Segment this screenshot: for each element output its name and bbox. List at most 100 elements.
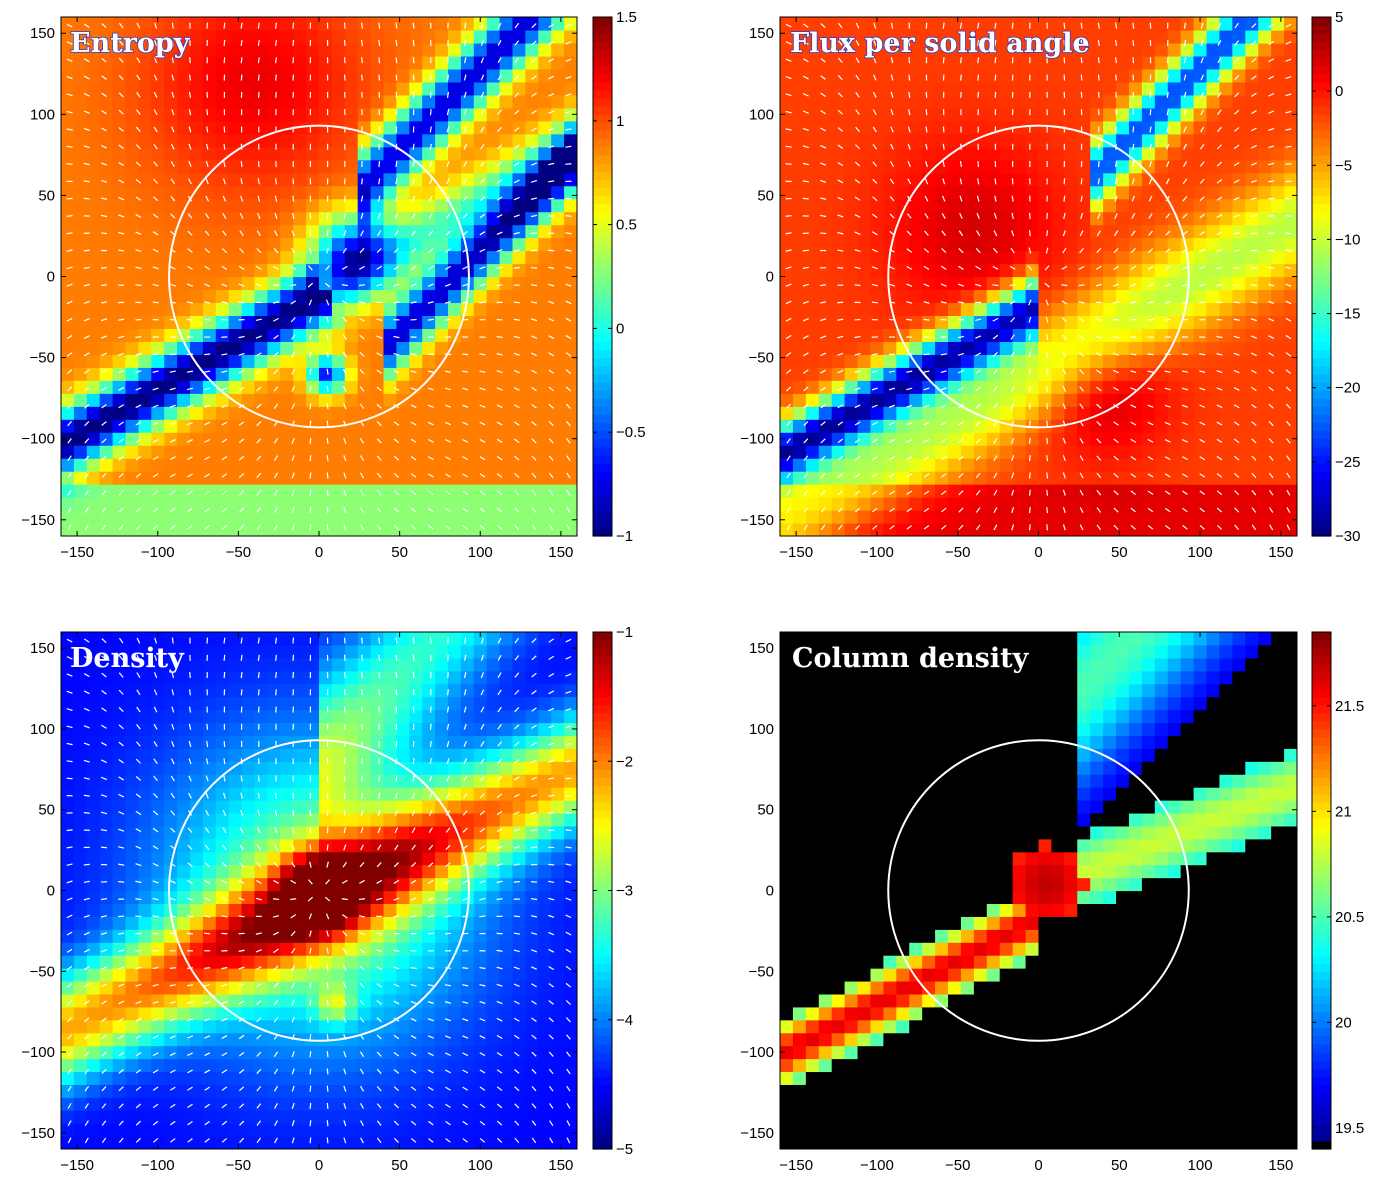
y-tick-label: −50 — [30, 963, 55, 980]
y-tick-label: 100 — [749, 721, 774, 738]
y-tick-label: 100 — [30, 721, 55, 738]
panel-3: −150 −100 −50 0 50 100 150 −150 −100 −50 0 50 100 150… — [21, 624, 633, 1174]
colorbar-tick-label: 0 — [1335, 83, 1343, 100]
axis-ticks: −150 −100 −50 0 50 100 150 −150 −100 −50 0 50 100 150 — [21, 17, 577, 561]
colorbar-tick-label: 21.5 — [1335, 698, 1364, 715]
colorbar-tick-label: −3 — [616, 883, 633, 900]
x-tick-label: 0 — [1034, 544, 1042, 561]
x-tick-label: 100 — [1188, 1157, 1213, 1174]
x-tick-label: 150 — [548, 1157, 573, 1174]
colorbar: −5 −4 −3 −2 −1 — [592, 624, 633, 1158]
x-tick-label: −150 — [60, 1157, 94, 1174]
x-tick-label: 0 — [315, 1157, 323, 1174]
colorbar-tick-label: −0.5 — [616, 424, 646, 441]
x-tick-label: −150 — [60, 544, 94, 561]
reference-circle — [168, 739, 470, 1042]
y-tick-label: −50 — [749, 963, 774, 980]
colorbar-tick-label: 21 — [1335, 803, 1352, 820]
y-tick-label: 0 — [766, 883, 774, 900]
x-tick-label: 100 — [1188, 544, 1213, 561]
y-tick-label: 150 — [749, 25, 774, 42]
heatmap — [61, 17, 577, 536]
y-tick-label: −150 — [21, 512, 55, 529]
x-tick-label: −50 — [945, 1157, 970, 1174]
colorbar-tick-label: −4 — [616, 1012, 633, 1029]
heatmap — [780, 17, 1297, 536]
heatmap — [61, 632, 577, 1149]
y-tick-label: −150 — [21, 1125, 55, 1142]
colorbar-tick-label: −10 — [1335, 231, 1360, 248]
panel-2: −150 −100 −50 0 50 100 150−150−100−50050100150… — [740, 9, 1360, 561]
colorbar: −30 −25 −20 −15 −10 −5 0 5 — [1311, 9, 1360, 545]
colorbar-tick-label: −15 — [1335, 306, 1360, 323]
colorbar-tick-label: −5 — [1335, 157, 1352, 174]
x-tick-label: 50 — [1111, 1157, 1128, 1174]
colorbar-tick-label: −1 — [616, 624, 633, 641]
x-tick-label: −50 — [945, 544, 970, 561]
panel-title: Column density — [792, 643, 1030, 674]
y-tick-label: 100 — [30, 106, 55, 123]
y-tick-label: 50 — [757, 187, 774, 204]
reference-circle — [887, 739, 1190, 1042]
x-tick-label: −150 — [779, 1157, 813, 1174]
y-tick-label: 50 — [38, 802, 55, 819]
x-tick-label: 150 — [1268, 544, 1293, 561]
y-tick-label: −100 — [740, 1044, 774, 1061]
x-tick-label: 0 — [1034, 1157, 1042, 1174]
x-tick-label: −100 — [860, 544, 894, 561]
colorbar-tick-label: 19.5 — [1335, 1120, 1364, 1137]
y-tick-label: 150 — [30, 25, 55, 42]
colorbar-tick-label: 1.5 — [616, 9, 637, 26]
y-tick-label: −150 — [740, 512, 774, 529]
colorbar: −1 −0.5 0 0.5 1 1.5 — [592, 9, 646, 545]
colorbar-tick-label: 20 — [1335, 1014, 1352, 1031]
x-tick-label: 0 — [315, 544, 323, 561]
x-tick-label: 100 — [468, 544, 493, 561]
x-tick-label: 50 — [391, 1157, 408, 1174]
colorbar-tick-label: −5 — [616, 1141, 633, 1158]
x-tick-label: −50 — [226, 544, 251, 561]
y-tick-label: 0 — [766, 269, 774, 286]
colorbar-tick-label: −25 — [1335, 454, 1360, 471]
x-tick-label: 150 — [1268, 1157, 1293, 1174]
x-tick-label: −150 — [779, 544, 813, 561]
colorbar-tick-label: 1 — [616, 113, 624, 130]
colorbar-tick-label: −30 — [1335, 528, 1360, 545]
y-tick-label: −100 — [21, 1044, 55, 1061]
x-tick-label: 50 — [1111, 544, 1128, 561]
velocity-arrows — [785, 22, 1292, 531]
y-tick-label: −150 — [740, 1125, 774, 1142]
colorbar-tick-label: 5 — [1335, 9, 1343, 26]
heatmap — [780, 632, 1297, 1149]
panel-title: Density — [70, 643, 185, 674]
x-tick-label: −100 — [860, 1157, 894, 1174]
axis-ticks: −150 −100 −50 0 50 100 150 −150 −100 −50 0 50 100 150 — [740, 632, 1297, 1174]
colorbar-tick-label: 0 — [616, 320, 624, 337]
panel-1: −150 −100 −50 0 50 100 150 −150 −100 −50 0 50 100 150… — [21, 9, 645, 561]
y-tick-label: 0 — [47, 883, 55, 900]
x-tick-label: −100 — [141, 1157, 175, 1174]
reference-circle — [887, 124, 1190, 429]
y-tick-label: 100 — [749, 106, 774, 123]
x-tick-label: 150 — [548, 544, 573, 561]
y-tick-label: 50 — [38, 187, 55, 204]
panel-4: −150 −100 −50 0 50 100 150 −150 −100 −50 0 50 100 150… — [740, 631, 1364, 1174]
colorbar-tick-label: −20 — [1335, 380, 1360, 397]
colorbar-tick-label: 20.5 — [1335, 909, 1364, 926]
y-tick-label: −100 — [21, 431, 55, 448]
colorbar-tick-label: 0.5 — [616, 217, 637, 234]
x-tick-label: −50 — [226, 1157, 251, 1174]
y-tick-label: −100 — [740, 431, 774, 448]
panel-title: Entropy — [70, 28, 191, 59]
y-tick-label: 50 — [757, 802, 774, 819]
colorbar-tick-label: −2 — [616, 753, 633, 770]
axis-ticks: −150 −100 −50 0 50 100 150 −150 −100 −50 0 50 100 150 — [740, 17, 1297, 561]
y-tick-label: 0 — [47, 269, 55, 286]
x-tick-label: −100 — [141, 544, 175, 561]
y-tick-label: −50 — [30, 350, 55, 367]
colorbar-tick-label: −1 — [616, 528, 633, 545]
y-tick-label: 150 — [30, 640, 55, 657]
y-tick-label: 150 — [749, 640, 774, 657]
panel-title: Flux per solid angle — [790, 28, 1090, 59]
